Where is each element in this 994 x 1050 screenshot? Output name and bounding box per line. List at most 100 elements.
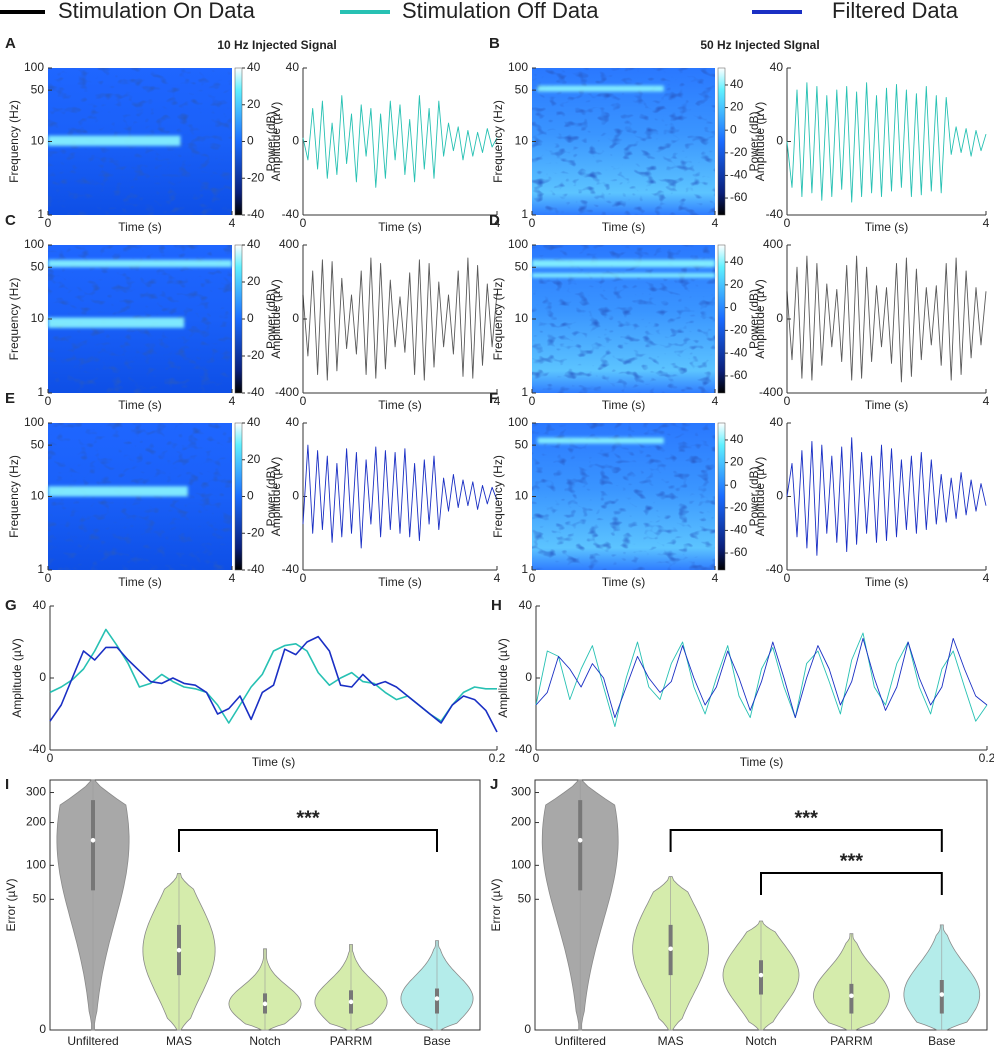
series-line [302, 95, 498, 188]
y-tick-label: -400 [759, 385, 783, 399]
colorbar-tick-label: -40 [730, 523, 748, 537]
y-tick-label: -40 [282, 207, 300, 221]
y-tick-label: 100 [508, 60, 528, 74]
violin-median [434, 996, 440, 1001]
x-tick-label: 0 [300, 394, 307, 408]
y-axis-label: Power (dB) [264, 466, 278, 526]
spectrogram-band [48, 135, 181, 146]
legend-label: Filtered Data [832, 0, 959, 23]
y-tick-label: 0 [524, 1022, 531, 1036]
y-tick-label: -400 [275, 385, 299, 399]
x-tick-label: MAS [166, 1034, 192, 1048]
x-tick-label: 0 [47, 751, 54, 765]
x-tick-label: 0 [45, 571, 52, 585]
colorbar [717, 67, 726, 216]
colorbar-tick-label: -20 [247, 348, 265, 362]
spectrogram-texture [532, 68, 715, 215]
y-axis-label: Power (dB) [747, 289, 761, 349]
colorbar-tick-label: 40 [247, 60, 261, 74]
y-tick-label: 400 [279, 237, 299, 251]
y-axis-label: Amplitude (µV) [496, 638, 510, 718]
x-tick-label: Unfiltered [555, 1034, 606, 1048]
y-tick-label: -40 [766, 207, 784, 221]
y-axis-label: Amplitude (µV) [753, 457, 767, 537]
colorbar-tick-label: 40 [730, 432, 744, 446]
y-axis-label: Frequency (Hz) [491, 455, 505, 538]
y-tick-label: 50 [31, 437, 45, 451]
x-tick-label: MAS [658, 1034, 684, 1048]
significance-label: *** [840, 850, 864, 872]
x-axis-label: Time (s) [252, 755, 296, 769]
y-axis-label: Power (dB) [264, 289, 278, 349]
colorbar [234, 67, 243, 216]
x-tick-label: 4 [229, 571, 236, 585]
x-tick-label: PARRM [830, 1034, 872, 1048]
x-tick-label: 4 [983, 571, 990, 585]
colorbar-tick-label: -20 [730, 145, 748, 159]
spectrogram-band [532, 259, 715, 268]
y-tick-label: 50 [515, 82, 529, 96]
x-tick-label: Base [928, 1034, 956, 1048]
x-axis-label: Time (s) [865, 220, 909, 234]
x-axis-label: Time (s) [602, 398, 646, 412]
y-tick-label: 0 [292, 489, 299, 503]
colorbar-tick-label: 0 [730, 300, 737, 314]
violin-median [348, 999, 354, 1005]
violin-median [758, 972, 764, 978]
y-axis-label: Amplitude (µV) [269, 457, 283, 537]
violin-median [90, 837, 96, 843]
x-tick-label: Notch [249, 1034, 280, 1048]
colorbar-tick-label: 20 [247, 97, 261, 111]
x-tick-label: Unfiltered [67, 1034, 118, 1048]
x-tick-label: 0.2 [979, 751, 994, 765]
colorbar-tick-label: -40 [730, 345, 748, 359]
x-axis-label: Time (s) [118, 398, 162, 412]
y-tick-label: 40 [286, 60, 300, 74]
y-tick-label: 100 [24, 415, 44, 429]
colorbar-tick-label: 20 [730, 455, 744, 469]
x-tick-label: Base [423, 1034, 451, 1048]
significance-bracket [760, 872, 943, 895]
x-tick-label: 4 [229, 394, 236, 408]
colorbar-tick-label: -20 [247, 170, 265, 184]
colorbar-tick-label: -60 [730, 190, 748, 204]
y-axis-label: Frequency (Hz) [7, 278, 21, 361]
y-axis-label: Frequency (Hz) [7, 455, 21, 538]
y-tick-label: 100 [24, 237, 44, 251]
series-line [49, 635, 498, 733]
y-tick-label: 40 [770, 60, 784, 74]
violin-median [262, 1001, 268, 1007]
colorbar-tick-label: 0 [247, 489, 254, 503]
y-tick-label: 10 [31, 311, 45, 325]
y-tick-label: 10 [515, 134, 529, 148]
y-axis-label: Power (dB) [264, 111, 278, 171]
y-tick-label: 50 [515, 437, 529, 451]
y-tick-label: 0 [525, 670, 532, 684]
x-tick-label: 0 [529, 571, 536, 585]
x-axis-label: Time (s) [740, 755, 784, 769]
colorbar-tick-label: -20 [247, 525, 265, 539]
colorbar-tick-label: -40 [247, 385, 265, 399]
spectrogram-texture [532, 245, 715, 393]
y-tick-label: 40 [286, 415, 300, 429]
series-line [302, 444, 498, 549]
y-tick-label: 0 [776, 311, 783, 325]
y-axis-label: Amplitude (µV) [269, 279, 283, 359]
colorbar-tick-label: 20 [247, 274, 261, 288]
colorbar-tick-label: 0 [247, 311, 254, 325]
y-axis-label: Amplitude (µV) [753, 102, 767, 182]
y-tick-label: -40 [282, 562, 300, 576]
x-tick-label: 4 [712, 394, 719, 408]
x-tick-label: 0 [784, 571, 791, 585]
y-tick-label: 200 [26, 815, 46, 829]
legend-label: Stimulation Off Data [402, 0, 599, 23]
y-tick-label: 300 [511, 785, 531, 799]
y-axis-label: Amplitude (µV) [269, 102, 283, 182]
colorbar [717, 422, 726, 571]
panel-title: 50 Hz Injected SIgnal [700, 38, 819, 52]
y-tick-label: 1 [37, 385, 44, 399]
colorbar [234, 422, 243, 571]
panel-letter: F [489, 390, 498, 407]
x-axis-label: Time (s) [378, 220, 422, 234]
